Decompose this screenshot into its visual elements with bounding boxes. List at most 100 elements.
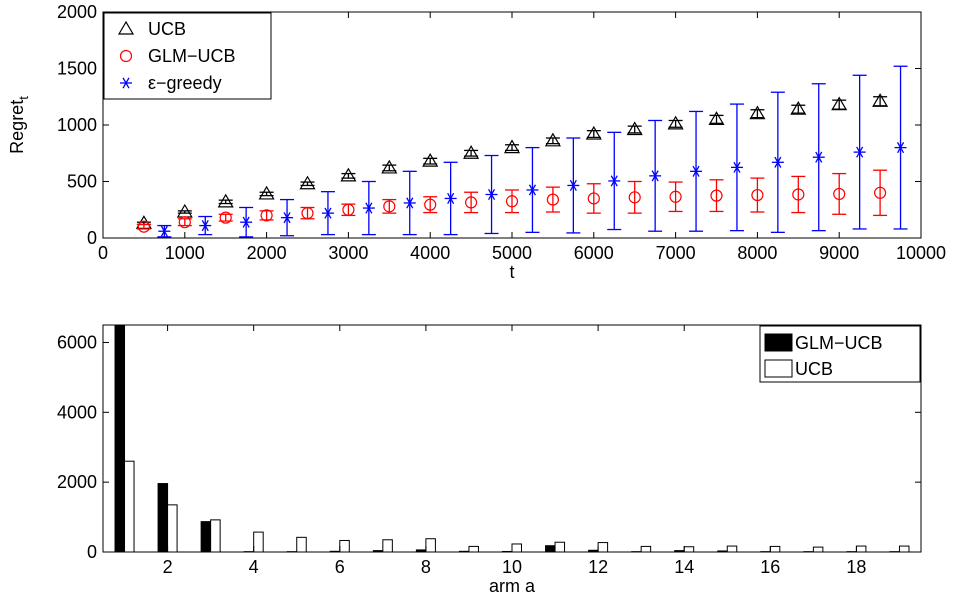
legend: UCB GLM−UCB ε−greedy xyxy=(103,12,272,100)
circle-marker xyxy=(710,189,723,202)
triangle-marker xyxy=(381,159,398,174)
circle-marker xyxy=(301,207,314,220)
triangle-marker xyxy=(544,132,561,147)
triangle-marker xyxy=(340,167,357,182)
bar-ucb xyxy=(511,543,522,553)
x-tick-label: 14 xyxy=(674,557,694,577)
legend-label: UCB xyxy=(148,19,186,39)
x-tick-label: 4 xyxy=(249,557,259,577)
star-marker-stroke xyxy=(856,146,864,158)
circle-marker xyxy=(546,193,560,206)
x-tick-label: 8 xyxy=(421,557,431,577)
bar-ucb xyxy=(597,542,609,553)
bar-ucb xyxy=(898,545,910,553)
star-marker-stroke xyxy=(122,77,130,89)
arm-pulls-chart: 2 4 6 8 10 12 14 16 18 0 2000 4000 6000 arm a GLM−UCB U… xyxy=(57,324,922,596)
x-tick-label: 10 xyxy=(502,557,522,577)
x-tick-label: 10000 xyxy=(896,243,946,263)
y-tick-label: 6000 xyxy=(57,332,97,352)
y-tick-label: 2000 xyxy=(57,2,97,22)
triangle-marker xyxy=(463,145,480,159)
star-marker-stroke xyxy=(283,212,291,224)
y-tick-label: 1000 xyxy=(57,115,97,135)
circle-marker xyxy=(833,187,846,201)
circle-marker xyxy=(669,190,682,203)
legend-swatch xyxy=(764,333,793,352)
circle-marker xyxy=(383,200,396,213)
bar-ucb xyxy=(296,536,307,553)
y-tick-label: 500 xyxy=(67,172,97,192)
regret-chart: 0 1000 2000 3000 4000 5000 6000 7000 8000 9000 100… xyxy=(7,2,946,282)
bar-ucb xyxy=(769,545,781,553)
triangle-marker xyxy=(299,175,316,190)
star-marker-stroke xyxy=(324,207,332,219)
bar-ucb xyxy=(167,504,178,553)
circle-marker xyxy=(505,195,519,208)
legend: GLM−UCB UCB xyxy=(759,325,921,383)
x-axis-label: arm a xyxy=(489,576,536,596)
bar-ucb xyxy=(425,538,436,553)
x-tick-label: 6 xyxy=(335,557,345,577)
circle-marker xyxy=(137,220,150,233)
legend-label: ε−greedy xyxy=(148,73,222,93)
star-marker-stroke xyxy=(447,192,455,204)
circle-marker xyxy=(219,211,232,224)
y-tick-label: 0 xyxy=(87,228,97,248)
bar-ucb xyxy=(812,546,824,553)
star-marker-stroke xyxy=(815,151,823,163)
circle-marker xyxy=(873,186,887,199)
triangle-marker xyxy=(749,105,766,120)
triangle-marker xyxy=(667,115,684,130)
bar-ucb xyxy=(554,541,566,553)
legend-label: UCB xyxy=(795,359,833,379)
star-marker-stroke xyxy=(487,188,496,201)
star-marker-stroke xyxy=(160,225,168,237)
triangle-marker xyxy=(258,185,275,200)
x-tick-label: 0 xyxy=(98,243,108,263)
bar-ucb xyxy=(339,539,350,553)
x-tick-label: 6000 xyxy=(574,243,614,263)
series-star xyxy=(157,65,908,238)
star-marker-stroke xyxy=(201,220,209,232)
triangle-marker xyxy=(585,125,602,140)
legend-label: GLM−UCB xyxy=(795,333,883,353)
x-tick-label: 4000 xyxy=(410,243,450,263)
y-tick-label: 2000 xyxy=(57,472,97,492)
star-marker-stroke xyxy=(406,197,414,209)
bar-ucb xyxy=(726,545,738,553)
bar-glm-ucb xyxy=(545,545,556,553)
circle-marker xyxy=(260,209,273,222)
star-marker-stroke xyxy=(365,202,373,214)
x-tick-label: 7000 xyxy=(656,243,696,263)
x-tick-label: 12 xyxy=(588,557,608,577)
triangle-marker xyxy=(831,96,848,111)
triangle-marker xyxy=(872,93,889,107)
star-marker-stroke xyxy=(896,142,905,154)
bar-ucb xyxy=(253,531,264,553)
star-marker-stroke xyxy=(774,156,782,168)
star-marker-stroke xyxy=(610,175,618,187)
bar-ucb xyxy=(468,545,479,553)
star-marker-stroke xyxy=(242,216,250,228)
y-tick-label: 0 xyxy=(87,542,97,562)
x-tick-label: 2000 xyxy=(247,243,287,263)
x-tick-label: 8000 xyxy=(737,243,777,263)
x-tick-label: 16 xyxy=(760,557,780,577)
bar-ucb xyxy=(640,545,652,553)
circle-marker xyxy=(751,188,764,202)
series-circle xyxy=(136,169,888,233)
bar-glm-ucb xyxy=(200,521,212,553)
star-marker-stroke xyxy=(528,184,537,196)
bar-glm-ucb xyxy=(157,483,169,553)
y-tick-label: 1500 xyxy=(57,59,97,79)
x-axis-label: t xyxy=(509,262,514,282)
bar-glm-ucb xyxy=(114,324,126,553)
circle-marker xyxy=(342,203,355,216)
circle-marker xyxy=(465,196,478,209)
triangle-marker xyxy=(422,152,439,167)
triangle-marker xyxy=(117,20,135,35)
star-marker-stroke xyxy=(733,161,741,173)
x-tick-label: 1000 xyxy=(165,243,205,263)
triangle-marker xyxy=(217,193,234,208)
triangle-marker xyxy=(626,121,643,136)
